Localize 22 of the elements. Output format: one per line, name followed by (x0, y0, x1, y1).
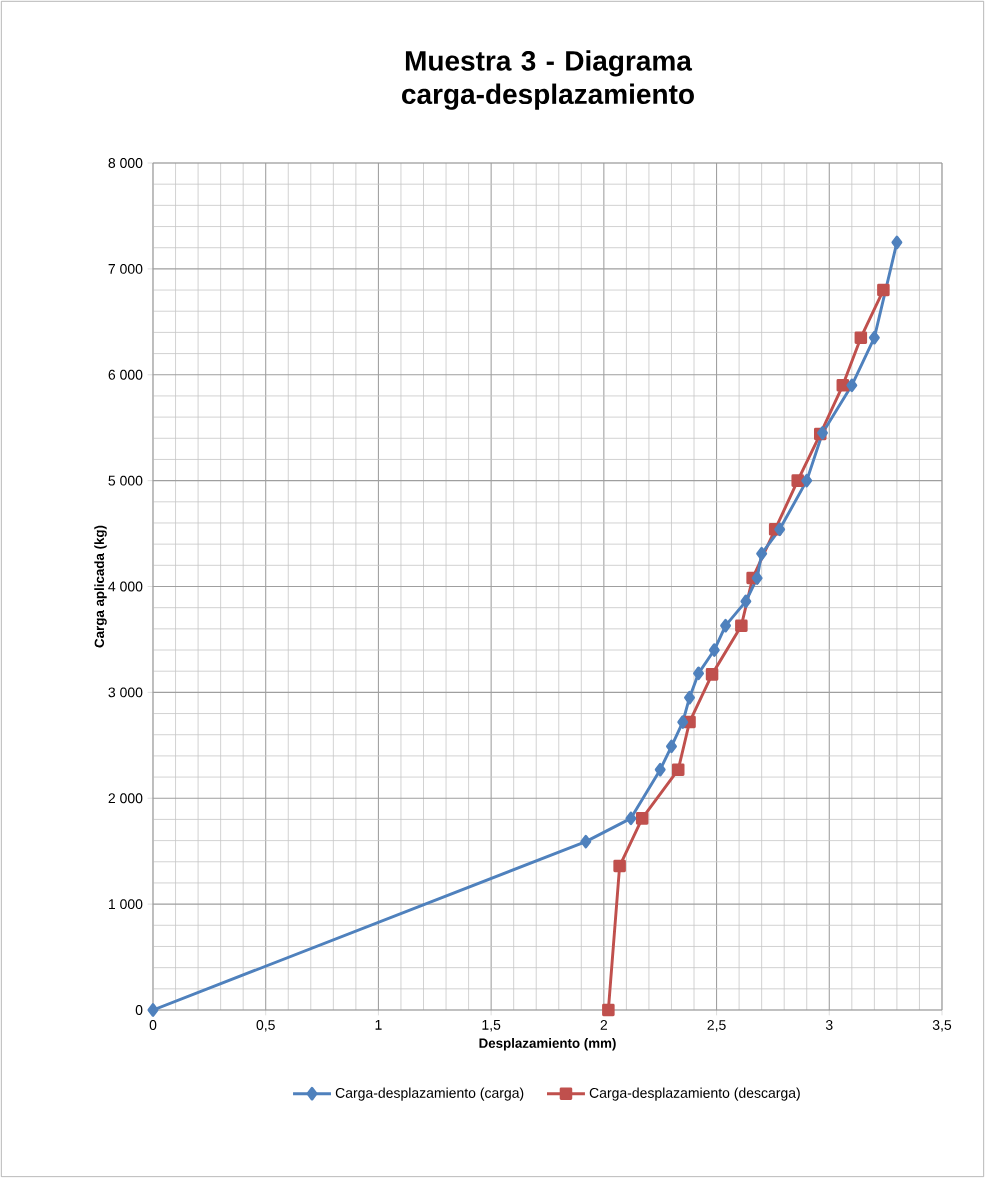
legend-label: Carga-desplazamiento (carga) (335, 1087, 524, 1101)
y-tick-label: 4 000 (108, 581, 143, 592)
y-tick-label: 7 000 (108, 263, 143, 274)
y-tick-label: 2 000 (108, 793, 143, 804)
y-tick-label: 5 000 (108, 475, 143, 486)
y-tick-label: 8 000 (108, 158, 143, 168)
chart-title: Muestra 3 - Diagrama carga-desplazamiento (402, 50, 694, 110)
y-tick-label: 0 (135, 1005, 143, 1015)
x-tick-label: 2 (600, 1020, 608, 1030)
x-axis-title: Desplazamiento (mm) (479, 1038, 616, 1051)
y-tick-label: 1 000 (108, 899, 143, 910)
x-tick-label: 1 (375, 1020, 382, 1030)
x-tick-label: 0 (149, 1020, 157, 1030)
y-tick-label: 6 000 (108, 369, 143, 380)
x-tick-label: 0,5 (256, 1020, 275, 1032)
x-tick-label: 1,5 (482, 1020, 501, 1032)
legend-label: Carga-desplazamiento (descarga) (589, 1087, 800, 1101)
x-tick-label: 3 (825, 1020, 833, 1030)
y-axis-title: Carga aplicada (kg) (94, 525, 107, 648)
x-tick-label: 3,5 (932, 1020, 952, 1032)
x-tick-label: 2,5 (707, 1020, 726, 1032)
y-tick-label: 3 000 (108, 687, 143, 698)
